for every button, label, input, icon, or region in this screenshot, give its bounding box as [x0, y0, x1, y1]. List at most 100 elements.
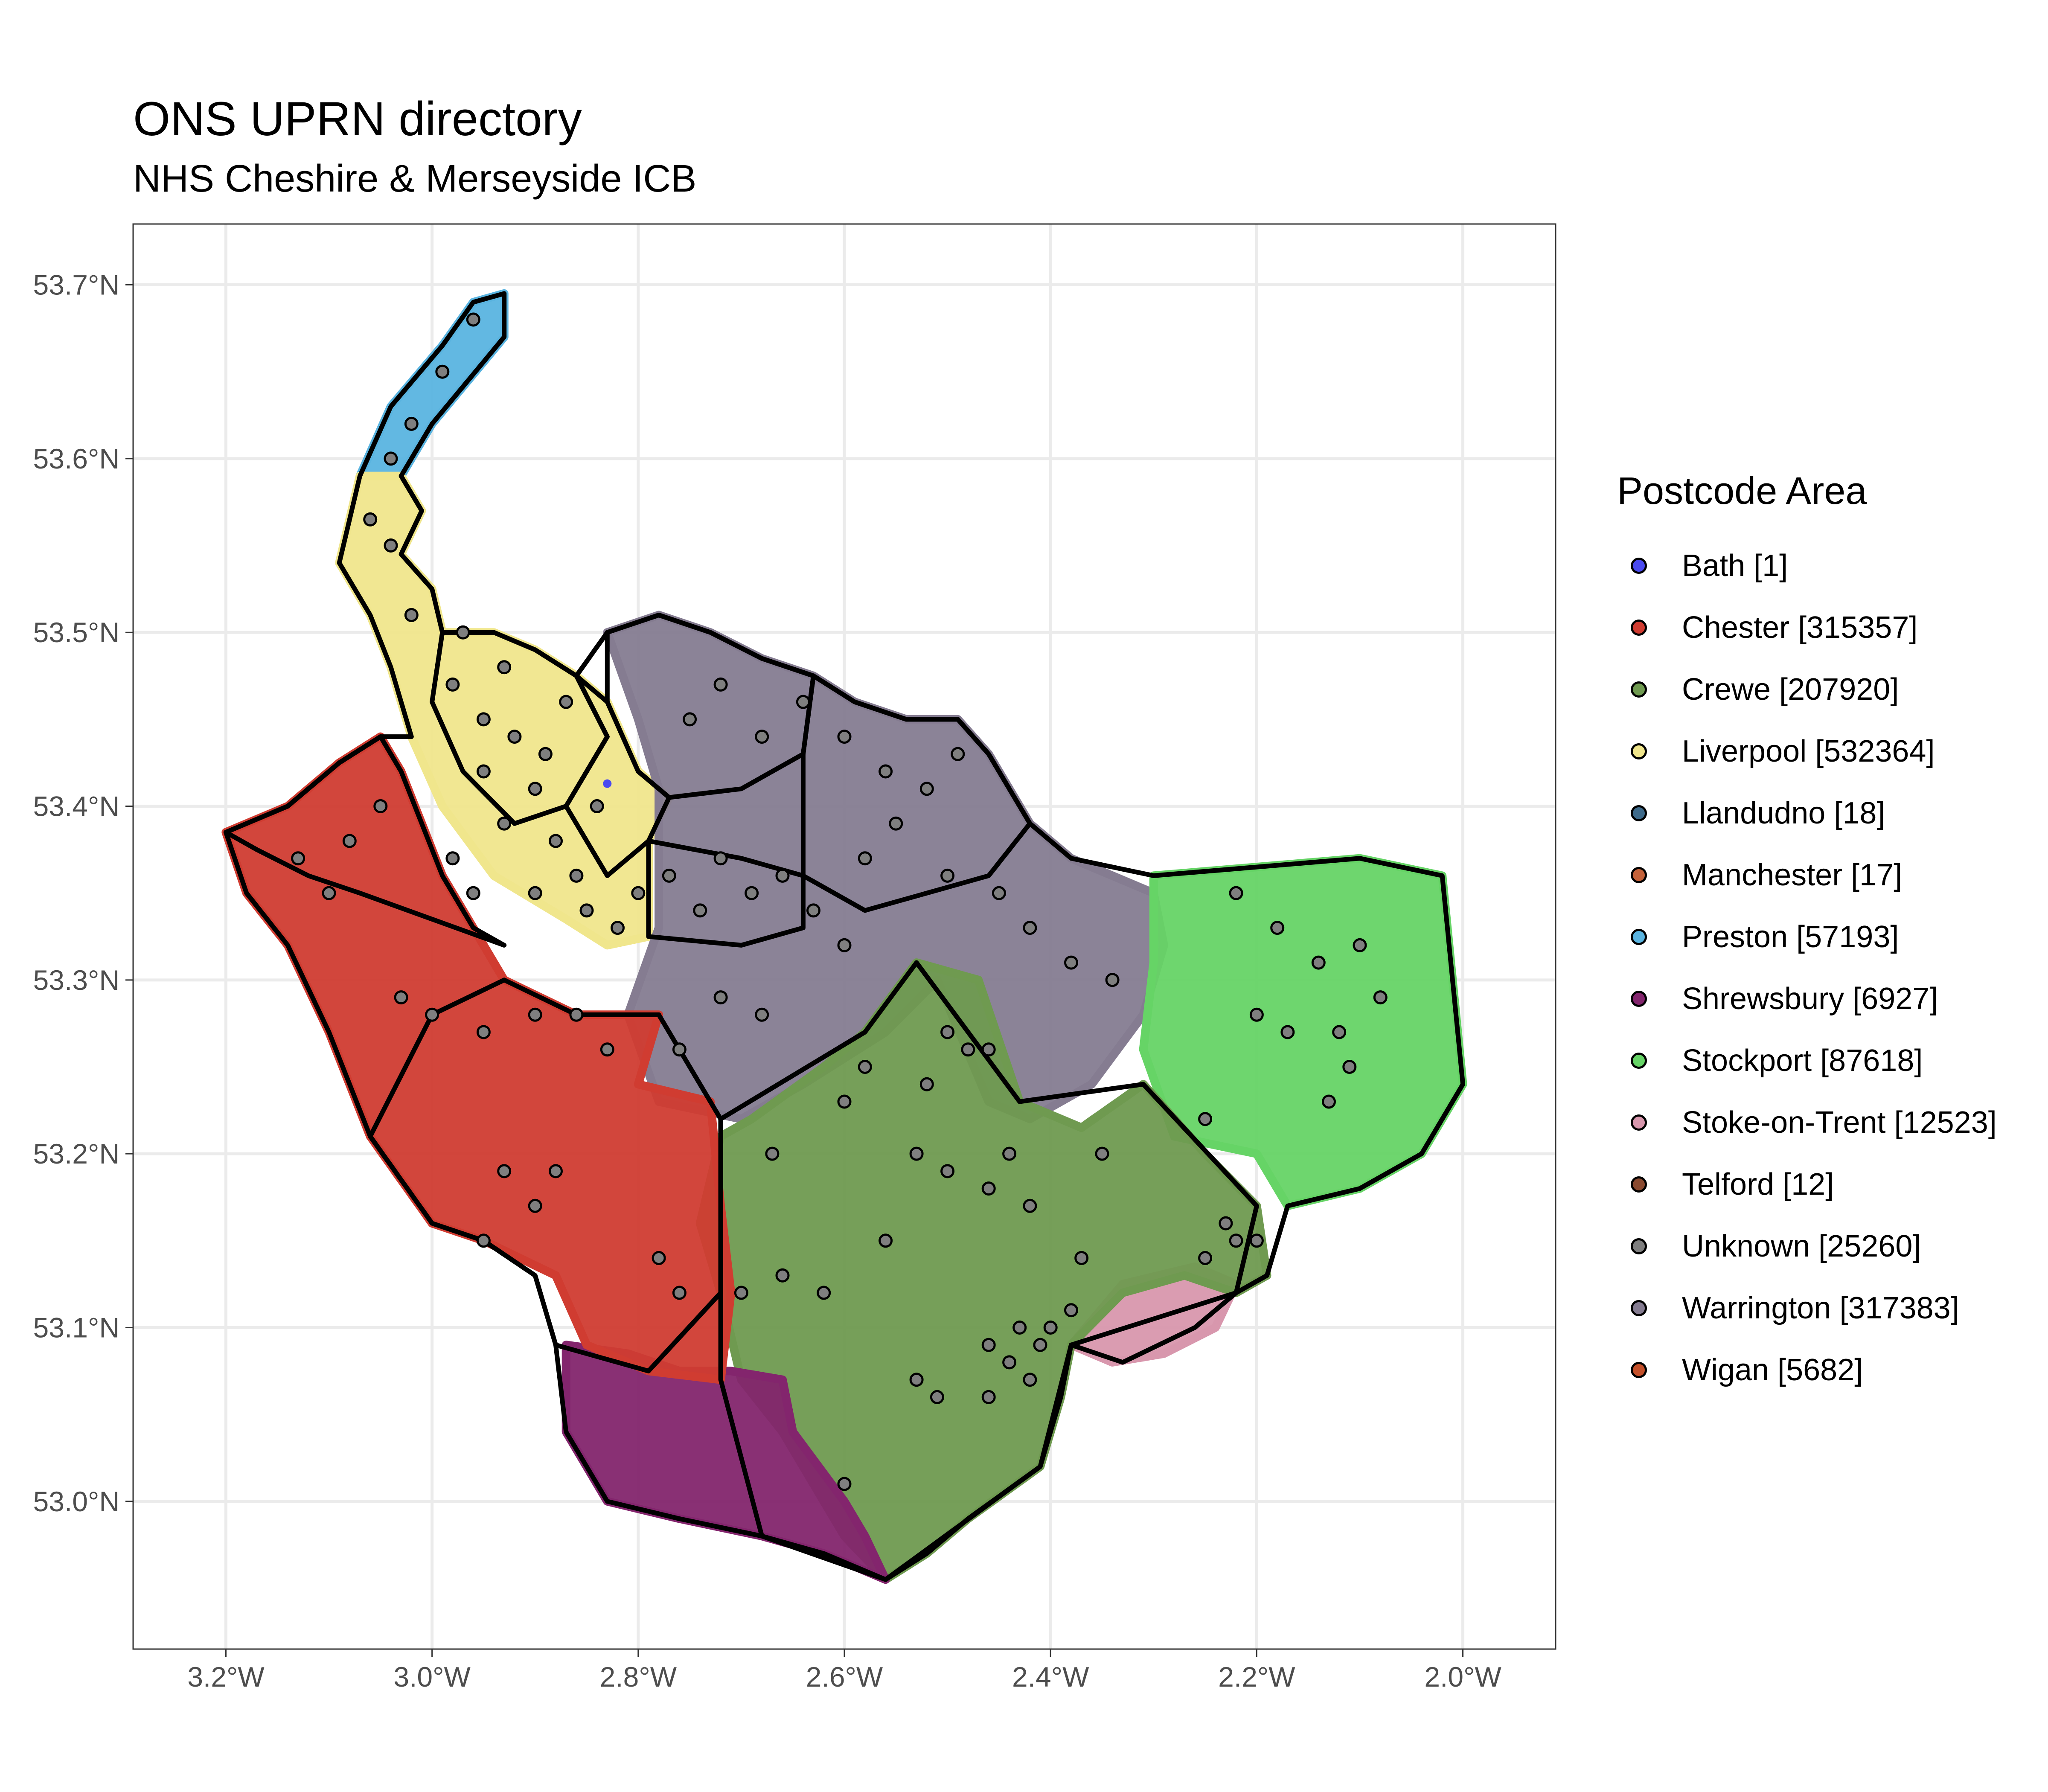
point-unknown-68 [909, 1146, 924, 1161]
point-unknown-16 [549, 834, 563, 848]
legend-item: Wigan [5682] [1617, 1339, 1997, 1401]
point-unknown-32 [713, 677, 728, 692]
legend-key [1631, 1361, 1647, 1378]
point-unknown-56 [1198, 1112, 1213, 1126]
legend-label: Manchester [17] [1682, 858, 1903, 892]
tick-label-x-0: 3.2°W [187, 1661, 265, 1693]
point-unknown-55 [1280, 1025, 1295, 1039]
point-unknown-108 [672, 1042, 687, 1057]
tick-label-x-2: 2.8°W [600, 1661, 677, 1693]
point-unknown-79 [981, 1390, 996, 1404]
legend-label: Liverpool [532364] [1682, 734, 1935, 768]
boundary-outlines [223, 291, 1466, 1582]
legend-item: Chester [315357] [1617, 596, 1997, 658]
point-unknown-75 [981, 1338, 996, 1352]
point-unknown-34 [796, 695, 810, 709]
legend-item: Unknown [25260] [1617, 1215, 1997, 1277]
legend-item: Shrewsbury [6927] [1617, 968, 1997, 1030]
point-unknown-63 [919, 1077, 934, 1091]
point-unknown-84 [775, 1268, 790, 1283]
legend-label: Llandudno [18] [1682, 796, 1885, 830]
legend-item: Liverpool [532364] [1617, 720, 1997, 782]
point-unknown-95 [394, 990, 408, 1005]
point-bath-0 [603, 779, 612, 788]
point-unknown-25 [693, 903, 707, 918]
point-unknown-42 [992, 886, 1006, 900]
point-unknown-45 [1105, 973, 1120, 987]
point-unknown-8 [497, 660, 512, 675]
point-unknown-62 [961, 1042, 975, 1057]
legend-label: Stoke-on-Trent [12523] [1682, 1105, 1997, 1140]
point-unknown-38 [951, 747, 965, 761]
point-unknown-50 [1332, 1025, 1347, 1039]
wirral-boundary [223, 734, 507, 948]
legend-item: Warrington [317383] [1617, 1277, 1997, 1339]
legend-key [1631, 1114, 1647, 1131]
point-unknown-102 [528, 1199, 542, 1213]
point-unknown-67 [940, 1164, 955, 1178]
region-fills [221, 289, 1467, 1584]
point-unknown-27 [745, 886, 759, 900]
tick-label-x-3: 2.6°W [806, 1661, 883, 1693]
point-unknown-106 [672, 1286, 687, 1300]
point-unknown-57 [1219, 1216, 1233, 1231]
point-unknown-6 [404, 608, 419, 622]
point-unknown-23 [631, 886, 646, 900]
point-unknown-2 [404, 416, 419, 431]
legend-label: Unknown [25260] [1682, 1229, 1921, 1263]
tick-label-x-1: 3.0°W [393, 1661, 471, 1693]
legend-label: Stockport [87618] [1682, 1043, 1923, 1078]
point-unknown-110 [755, 1007, 769, 1022]
point-unknown-83 [817, 1286, 831, 1300]
tick-label-x-5: 2.2°W [1218, 1661, 1295, 1693]
halton-boundary [646, 838, 806, 948]
point-unknown-7 [456, 625, 470, 640]
point-unknown-94 [466, 886, 480, 900]
point-unknown-3 [384, 451, 398, 466]
point-unknown-91 [322, 886, 336, 900]
legend-key [1631, 619, 1647, 636]
y-axis: 53.0°N 53.1°N 53.2°N 53.3°N 53.4°N 53.5°N 53.6… [33, 269, 133, 1517]
point-unknown-69 [981, 1181, 996, 1196]
point-unknown-53 [1373, 990, 1388, 1005]
legend-title: Postcode Area [1617, 470, 1867, 512]
point-unknown-64 [981, 1042, 996, 1057]
point-unknown-59 [1198, 1251, 1213, 1265]
x-axis: 3.2°W 3.0°W 2.8°W 2.6°W 2.4°W 2.2°W 2.0°W [187, 1649, 1501, 1693]
point-unknown-19 [579, 903, 594, 918]
point-unknown-18 [528, 886, 542, 900]
point-unknown-70 [1023, 1199, 1037, 1213]
point-unknown-51 [1342, 1060, 1357, 1074]
legend-item: Telford [12] [1617, 1153, 1997, 1215]
point-unknown-22 [559, 695, 573, 709]
point-unknown-90 [373, 799, 388, 813]
point-unknown-96 [425, 1007, 439, 1022]
point-unknown-24 [662, 868, 676, 883]
point-unknown-77 [1023, 1373, 1037, 1387]
legend-key [1631, 1052, 1647, 1069]
point-unknown-93 [445, 851, 460, 866]
point-unknown-66 [837, 1094, 852, 1109]
point-unknown-92 [291, 851, 305, 866]
legend-key [1631, 990, 1647, 1007]
point-unknown-80 [909, 1373, 924, 1387]
point-unknown-61 [940, 1025, 955, 1039]
chart-title: ONS UPRN directory [133, 92, 582, 145]
point-unknown-71 [1002, 1146, 1017, 1161]
legend-key [1631, 743, 1647, 759]
point-unknown-36 [879, 764, 893, 779]
point-unknown-58 [1229, 1233, 1243, 1248]
point-unknown-107 [734, 1286, 748, 1300]
point-unknown-99 [569, 1007, 584, 1022]
tick-label-y-3: 53.3°N [33, 964, 119, 996]
legend: Postcode Area Bath [1] Chester [315357] Cr… [1617, 469, 1997, 1401]
legend-item: Crewe [207920] [1617, 658, 1997, 720]
point-unknown-100 [600, 1042, 614, 1057]
tick-label-y-5: 53.5°N [33, 617, 119, 648]
point-unknown-41 [940, 868, 955, 883]
point-unknown-54 [1249, 1007, 1264, 1022]
legend-item: Llandudno [18] [1617, 782, 1997, 844]
chart-subtitle: NHS Cheshire & Merseyside ICB [133, 157, 697, 200]
point-unknown-76 [1043, 1321, 1058, 1335]
legend-key [1631, 805, 1647, 821]
